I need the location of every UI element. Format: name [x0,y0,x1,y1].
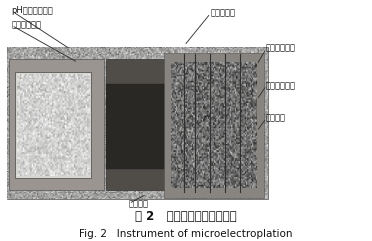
FancyBboxPatch shape [7,47,268,199]
FancyBboxPatch shape [106,59,164,190]
Text: 阴极固定系统: 阴极固定系统 [266,81,296,90]
Text: 阳极固定系统: 阳极固定系统 [266,44,296,53]
FancyBboxPatch shape [106,84,164,169]
Text: 图 2   微电镀实验的辅助设备: 图 2 微电镀实验的辅助设备 [135,210,237,223]
FancyBboxPatch shape [164,53,264,198]
Text: 电子测温计: 电子测温计 [210,9,235,18]
FancyBboxPatch shape [9,59,104,190]
Text: Fig. 2   Instrument of microelectroplation: Fig. 2 Instrument of microelectroplation [79,229,293,239]
Text: 搅拌系统: 搅拌系统 [128,199,148,208]
Text: pH值实时测量计: pH值实时测量计 [11,6,53,15]
Text: 加热系统: 加热系统 [266,114,286,123]
FancyBboxPatch shape [15,72,91,178]
Text: 电化学工作站: 电化学工作站 [11,21,41,30]
